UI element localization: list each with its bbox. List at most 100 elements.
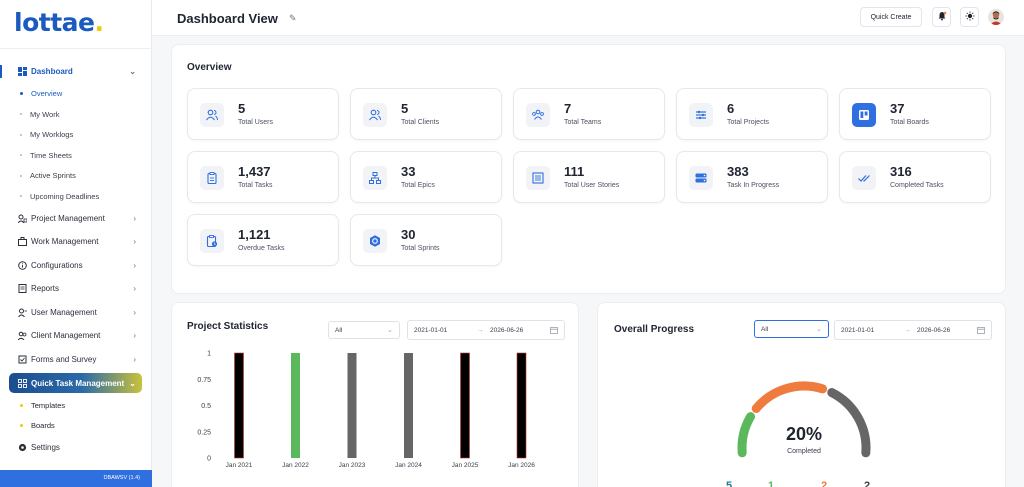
theme-toggle-button[interactable] [960,7,979,27]
stat-card-total-user-stories[interactable]: 111 Total User Stories [513,151,665,203]
stat-card-total-clients[interactable]: 5 Total Clients [350,88,502,140]
bullet-icon [20,403,23,407]
sidebar-item-label: Dashboard [31,67,73,77]
progress-count-item: 1 [768,480,775,487]
sidebar-item-reports[interactable]: Reports › [0,277,152,301]
sidebar-item-dashboard[interactable]: Dashboard ⌄ [0,60,152,84]
sidebar-subitem-boards[interactable]: Boards [0,416,152,437]
x-tick-label: Jan 2024 [395,462,422,469]
chevron-right-icon: › [133,284,136,293]
project-filter-select[interactable]: All ⌄ [328,321,400,339]
sidebar-item-forms-and-survey[interactable]: Forms and Survey › [0,348,152,372]
overall-progress-title: Overall Progress [614,324,695,335]
stat-card-total-projects[interactable]: 6 Total Projects [676,88,828,140]
progress-label: Completed [787,448,821,455]
chevron-down-icon: ⌄ [387,327,393,334]
stat-card-overdue-tasks[interactable]: 1,121 Overdue Tasks [187,214,339,266]
sidebar-nav: Dashboard ⌄ Overview My Work My Worklogs… [0,60,152,460]
sidebar-item-user-management[interactable]: User Management › [0,301,152,325]
arrow-right-icon: → [477,327,484,334]
y-tick-label: 0.5 [201,403,211,410]
sidebar-subitem-my-work[interactable]: My Work [0,104,152,125]
progress-filter-select[interactable]: All ⌄ [754,320,829,338]
stat-card-total-tasks[interactable]: 1,437 Total Tasks [187,151,339,203]
stat-value: 30 [401,227,416,242]
sidebar-item-label: Settings [31,443,60,453]
top-header: Dashboard View ✎ Quick Create [152,0,1024,36]
y-tick-label: 1 [207,351,211,358]
stat-card-completed-tasks[interactable]: 316 Completed Tasks [839,151,991,203]
bar [516,352,527,459]
in-progress-icon [689,166,713,190]
sidebar-item-quick-task-management[interactable]: Quick Task Management ⌄ [9,373,142,393]
client-management-icon [17,331,27,341]
stat-label: Overdue Tasks [238,245,285,252]
sidebar-subitem-time-sheets[interactable]: Time Sheets [0,145,152,166]
calendar-icon [977,326,985,336]
sidebar-subitem-overview[interactable]: Overview [0,84,152,105]
stat-label: Total Tasks [238,182,273,189]
date-from: 2021-01-01 [414,327,448,334]
chevron-down-icon: ⌄ [129,67,136,76]
progress-date-range-picker[interactable]: 2021-01-01 → 2026-06-26 [834,320,992,340]
sidebar-subitem-templates[interactable]: Templates [0,395,152,416]
sidebar-item-label: Client Management [31,331,101,341]
stat-card-total-teams[interactable]: 7 Total Teams [513,88,665,140]
stat-value: 5 [401,101,409,116]
stat-label: Total Boards [890,119,929,126]
stat-value: 33 [401,164,416,179]
page-title: Dashboard View [177,11,278,26]
sidebar-item-project-management[interactable]: Project Management › [0,207,152,231]
sun-icon [965,8,975,26]
y-tick-label: 0.25 [197,429,211,436]
gauge-segment [737,412,756,458]
sidebar: lottae. Dashboard ⌄ Overview My Work My … [0,0,152,487]
overview-card: Overview 5 Total Users 5 Total Clients 7… [171,44,1006,294]
project-statistics-chart: 1 0.75 0.5 0.25 0 Jan 2021 Jan 2022 Jan 2023 Jan… [197,351,535,470]
sidebar-item-configurations[interactable]: Configurations › [0,254,152,278]
stat-card-total-users[interactable]: 5 Total Users [187,88,339,140]
sidebar-item-client-management[interactable]: Client Management › [0,324,152,348]
x-tick-label: Jan 2021 [226,462,253,469]
sidebar-item-label: Reports [31,284,60,294]
sidebar-item-settings[interactable]: Settings [0,436,152,460]
stat-label: Total Epics [401,182,435,189]
bullet-icon [20,424,23,428]
gauge-segment [827,388,871,458]
notifications-button[interactable] [932,7,951,27]
stat-card-total-epics[interactable]: 33 Total Epics [350,151,502,203]
stat-label: Total Clients [401,119,440,126]
stat-value: 37 [890,101,905,116]
overview-title: Overview [187,62,232,73]
y-tick-label: 0 [207,456,211,463]
bullet-icon [20,154,22,157]
avatar[interactable] [988,9,1004,25]
sidebar-item-label: User Management [31,307,97,317]
edit-icon[interactable]: ✎ [289,13,297,23]
stat-card-task-in-progress[interactable]: 383 Task In Progress [676,151,828,203]
overall-progress-gauge [737,381,871,458]
progress-count-item: 2 [821,480,828,487]
bar [404,353,413,458]
forms-icon [17,354,27,364]
project-date-range-picker[interactable]: 2021-01-01 → 2026-06-26 [407,320,565,340]
gear-icon [17,443,27,453]
sidebar-subitem-my-worklogs[interactable]: My Worklogs [0,125,152,146]
quick-create-button[interactable]: Quick Create [860,7,922,27]
stat-card-total-boards[interactable]: 37 Total Boards [839,88,991,140]
version-footer: DBAWSV (1.4) [0,470,152,487]
sidebar-subitem-active-sprints[interactable]: Active Sprints [0,166,152,187]
gauge-segment [751,381,828,413]
completed-icon [852,166,876,190]
stat-card-total-sprints[interactable]: 30 Total Sprints [350,214,502,266]
sidebar-item-label: Configurations [31,260,83,270]
sidebar-item-work-management[interactable]: Work Management › [0,230,152,254]
chevron-right-icon: › [133,331,136,340]
sidebar-subitem-upcoming-deadlines[interactable]: Upcoming Deadlines [0,186,152,207]
stat-label: Total Projects [727,119,770,126]
epics-icon [363,166,387,190]
sidebar-item-label: Forms and Survey [31,354,97,364]
tasks-icon [200,166,224,190]
app-logo[interactable]: lottae. [14,8,104,37]
sidebar-item-label: Project Management [31,213,105,223]
